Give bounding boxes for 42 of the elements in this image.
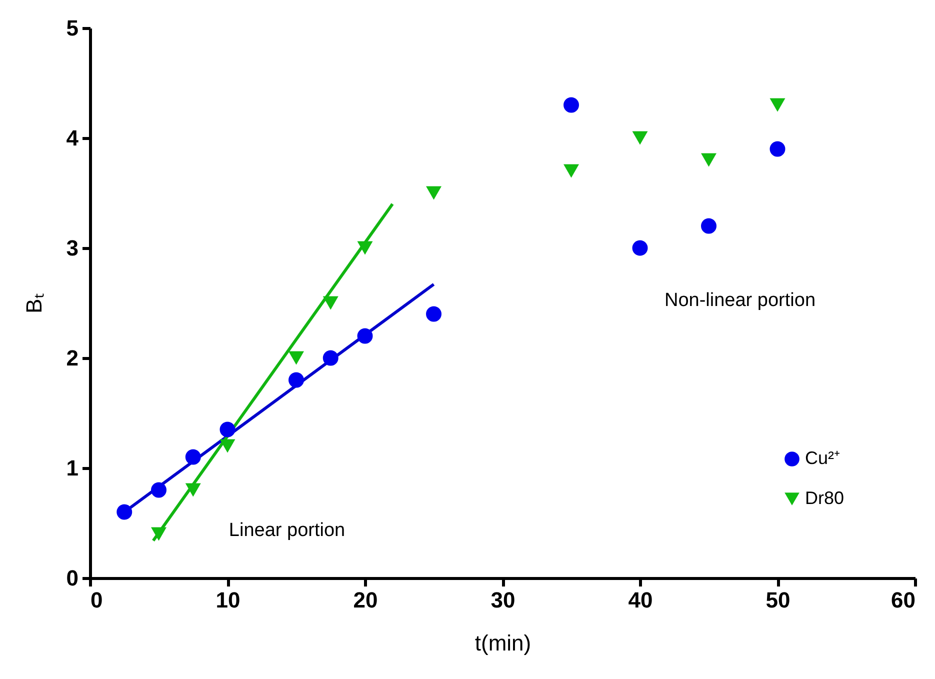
- x-tick-label: 50: [766, 588, 790, 612]
- x-axis-title: t(min): [474, 630, 532, 656]
- point: [185, 449, 201, 465]
- legend-label: Dr80: [805, 488, 844, 508]
- point: [151, 482, 166, 498]
- legend-label: Cu²⁺: [805, 448, 840, 468]
- point: [426, 306, 442, 322]
- point: [632, 131, 648, 145]
- point: [322, 350, 338, 366]
- point: [426, 186, 442, 200]
- y-tick-label: 4: [66, 126, 80, 150]
- y-tick-label: 1: [66, 456, 78, 480]
- point: [564, 97, 579, 113]
- point: [288, 372, 304, 388]
- point: [701, 218, 716, 234]
- x-tick-label: 0: [90, 588, 103, 612]
- x-tick-label: 10: [216, 588, 240, 612]
- annotation: Linear portion: [228, 520, 346, 541]
- y-tick-label: 2: [66, 346, 78, 370]
- x-tick-label: 40: [628, 588, 653, 612]
- point: [185, 483, 201, 497]
- y-tick-label: 5: [66, 16, 78, 40]
- y-axis-title: Bₜ: [21, 294, 46, 314]
- point: [220, 422, 236, 438]
- y-tick-label: 3: [66, 236, 78, 260]
- point: [116, 504, 132, 520]
- x-tick-label: 30: [490, 588, 516, 612]
- point: [701, 153, 716, 167]
- annotation: Non-linear portion: [664, 290, 816, 311]
- point: [288, 351, 304, 365]
- point: [357, 241, 373, 255]
- point: [770, 98, 786, 112]
- point: [220, 439, 236, 453]
- y-tick-label: 0: [66, 566, 78, 590]
- point: [151, 527, 166, 541]
- point: [770, 141, 786, 157]
- x-tick-label: 60: [891, 588, 916, 612]
- x-tick-label: 20: [353, 588, 378, 612]
- point: [322, 296, 338, 310]
- point: [564, 164, 579, 178]
- point: [632, 240, 648, 256]
- point: [357, 328, 373, 344]
